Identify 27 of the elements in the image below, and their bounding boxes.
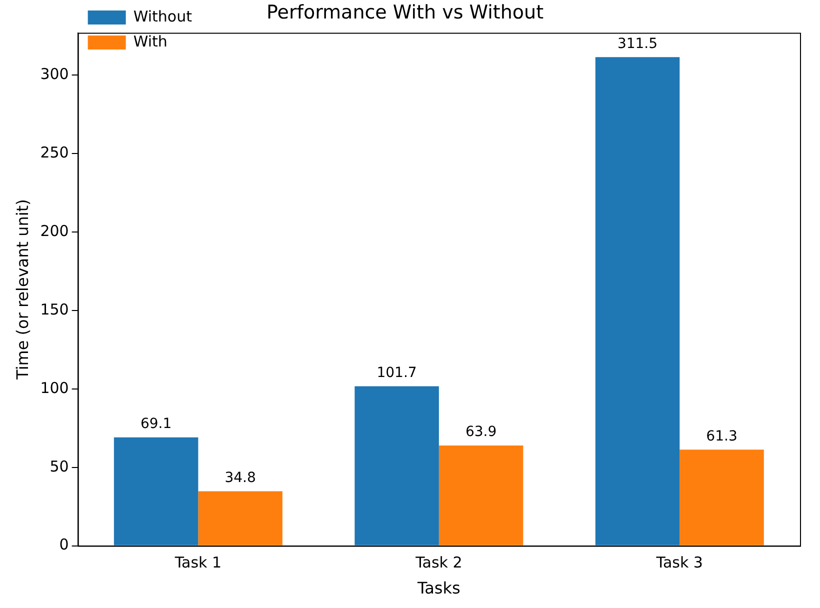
data-label: 61.3 bbox=[706, 428, 738, 444]
legend-label: Without bbox=[133, 7, 192, 26]
bar bbox=[198, 491, 282, 546]
x-tick-label: Task 1 bbox=[174, 554, 222, 572]
data-label: 63.9 bbox=[465, 424, 497, 440]
chart-title: Performance With vs Without bbox=[266, 1, 544, 24]
bar bbox=[438, 446, 524, 546]
bar bbox=[354, 386, 439, 546]
legend-label: With bbox=[133, 32, 168, 50]
y-tick-label: 150 bbox=[40, 300, 69, 318]
x-tick-label: Task 2 bbox=[414, 554, 462, 572]
x-axis-title: Tasks bbox=[416, 578, 460, 598]
data-label: 101.7 bbox=[376, 364, 417, 381]
data-label: 69.1 bbox=[140, 416, 172, 432]
y-tick-label: 50 bbox=[50, 457, 69, 476]
y-tick-label: 250 bbox=[40, 143, 69, 162]
y-axis-title: Time (or relevant unit) bbox=[12, 199, 32, 380]
x-tick-label: Task 3 bbox=[655, 554, 703, 572]
y-tick-label: 200 bbox=[40, 222, 69, 240]
bar bbox=[595, 57, 680, 546]
bar bbox=[114, 437, 198, 546]
data-label: 311.5 bbox=[617, 36, 658, 52]
y-tick-label: 100 bbox=[40, 378, 69, 397]
data-label: 34.8 bbox=[224, 470, 256, 486]
y-tick-label: 0 bbox=[59, 536, 69, 554]
y-tick-label: 300 bbox=[40, 65, 69, 84]
bar bbox=[680, 450, 764, 546]
